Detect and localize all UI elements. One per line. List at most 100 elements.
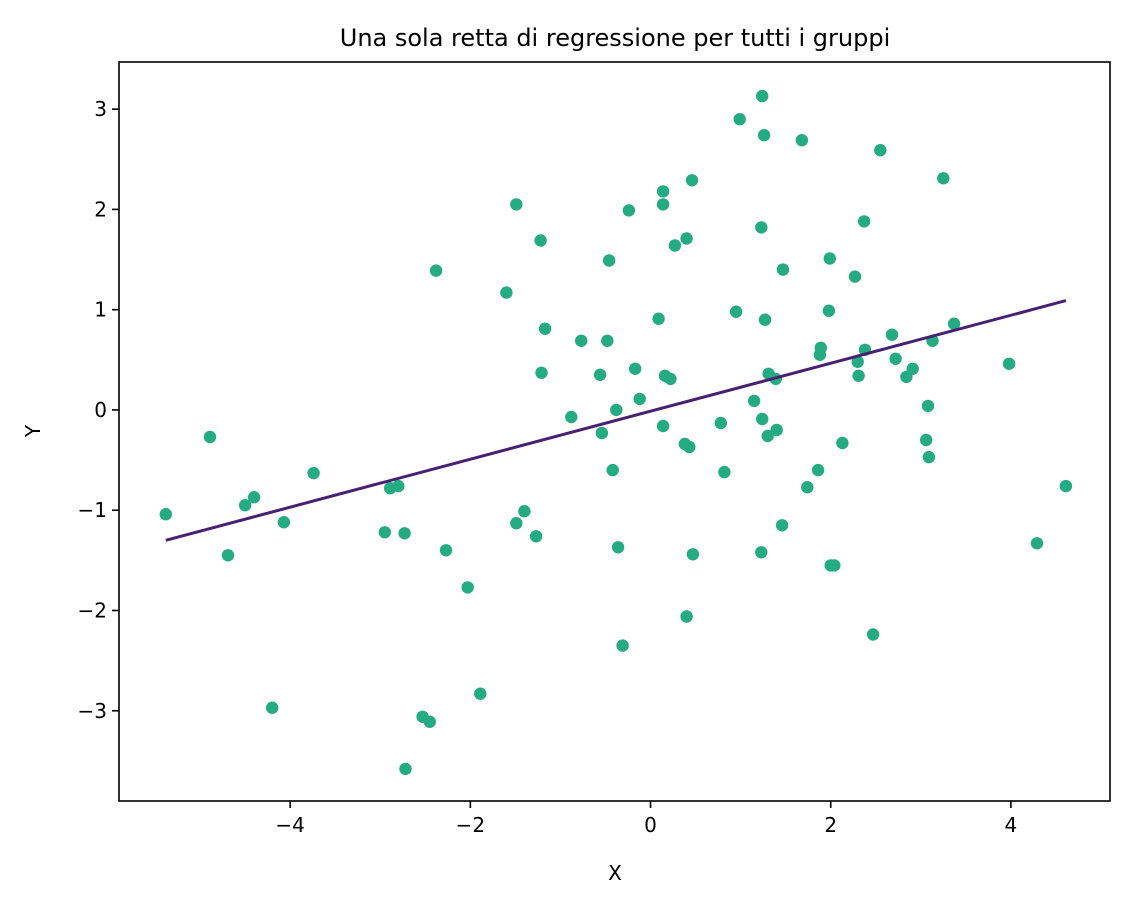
plot-frame [118,61,1111,802]
x-tick-label: 2 [824,813,837,837]
scatter-point [848,270,862,283]
x-axis-label: X [608,861,622,885]
scatter-point [668,239,682,252]
scatter-point [461,581,474,594]
scatter-point [656,185,670,198]
y-tick-label: −2 [78,598,107,622]
scatter-point [683,440,696,454]
scatter-point [266,701,279,714]
scatter-point [758,313,772,326]
scatter-point [203,430,217,444]
scatter-point [922,450,936,464]
scatter-point [866,628,880,641]
scatter-point [885,328,899,341]
scatter-point [823,252,836,265]
scatter-point [606,463,619,477]
scatter-point [633,392,646,406]
scatter-point [828,559,841,572]
scatter-point [801,481,814,494]
scatter-point [852,369,865,382]
regression-line [165,299,1067,542]
scatter-point [755,221,768,234]
scatter-point [439,544,453,557]
scatter-point [247,491,261,504]
scatter-point [656,198,670,211]
scatter-point [747,394,761,408]
scatter-point [652,312,665,325]
scatter-point [822,304,836,317]
scatter-point [238,499,252,512]
scatter-point [474,687,487,700]
scatter-point [510,198,523,211]
scatter-point [664,372,677,386]
y-tick-label: −1 [78,498,107,522]
scatter-point [874,144,887,157]
y-axis-label: Y [21,424,45,438]
scatter-point [392,479,405,493]
scatter-point [921,399,935,413]
scatter-point [776,263,790,276]
scatter-point [534,234,547,247]
scatter-point [622,204,636,217]
scatter-point [601,334,614,347]
scatter-point [718,465,731,479]
scatter-point [680,610,693,623]
scatter-point [686,548,700,561]
scatter-point [398,527,411,540]
scatter-point [889,352,902,365]
scatter-point [1059,479,1073,493]
scatter-point [423,715,436,728]
scatter-point [937,172,950,185]
scatter-point [755,546,768,559]
scatter-point [221,549,235,562]
x-axis-ticks: −4 −2 0 2 4 [275,801,1017,837]
scatter-point [535,366,548,379]
scatter-point [1002,357,1016,370]
scatter-point [595,426,609,440]
x-tick-label: −2 [456,813,485,837]
scatter-point [680,232,693,245]
scatter-point [714,416,727,430]
x-tick-label: −4 [275,813,304,837]
scatter-point [906,362,919,375]
scatter-point [733,113,746,126]
y-tick-label: 1 [94,298,107,322]
scatter-point [756,412,769,426]
scatter-point [565,410,578,424]
scatter-point [811,463,825,477]
scatter-point [770,423,783,437]
scatter-point [399,762,412,776]
scatter-point [510,517,523,530]
scatter-point [593,368,607,381]
scatter-point [611,541,625,554]
scatter-point [795,134,809,147]
scatter-point [159,508,172,521]
scatter-point [429,264,443,277]
y-tick-label: 2 [94,197,107,221]
x-tick-label: 0 [644,813,657,837]
scatter-point [629,362,642,375]
scatter-point [947,317,961,330]
scatter-point [378,526,391,539]
scatter-point [602,254,616,267]
scatter-point [685,174,699,187]
scatter-point [857,215,871,228]
scatter-point [500,286,513,299]
scatter-point [277,516,291,529]
scatter-point [1030,537,1044,550]
scatter-point [756,89,769,103]
scatter-point [538,322,552,335]
chart-title: Una sola retta di regressione per tutti … [340,24,891,52]
scatter-point [729,305,743,318]
y-axis-ticks: −3 −2 −1 0 1 2 3 [78,97,119,723]
scatter-point [851,355,864,368]
scatter-point [920,433,933,447]
y-tick-label: −3 [78,699,107,723]
scatter-point [836,436,849,450]
scatter-point [757,129,771,142]
x-tick-label: 4 [1005,813,1018,837]
scatter-point [814,341,827,354]
scatter-point [529,530,543,543]
